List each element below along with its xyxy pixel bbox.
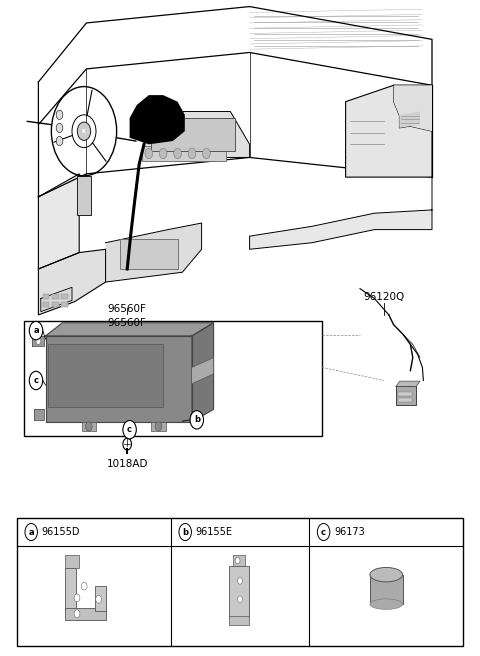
Circle shape xyxy=(25,523,37,541)
Text: 96155E: 96155E xyxy=(196,527,233,537)
Circle shape xyxy=(77,122,91,140)
FancyBboxPatch shape xyxy=(151,118,235,151)
Text: K: K xyxy=(82,129,86,134)
Circle shape xyxy=(203,148,210,159)
Circle shape xyxy=(81,583,87,590)
FancyBboxPatch shape xyxy=(52,294,59,299)
Text: c: c xyxy=(127,425,132,434)
Polygon shape xyxy=(41,287,72,312)
Circle shape xyxy=(29,321,43,340)
FancyBboxPatch shape xyxy=(229,617,249,626)
Circle shape xyxy=(238,577,242,584)
Circle shape xyxy=(145,148,153,159)
Circle shape xyxy=(123,420,136,439)
Text: c: c xyxy=(321,527,326,537)
FancyBboxPatch shape xyxy=(52,302,59,307)
Circle shape xyxy=(85,422,92,431)
Text: 96560F: 96560F xyxy=(108,318,146,328)
FancyBboxPatch shape xyxy=(95,586,106,611)
FancyBboxPatch shape xyxy=(396,386,416,405)
FancyBboxPatch shape xyxy=(229,566,249,618)
Polygon shape xyxy=(250,177,432,249)
Polygon shape xyxy=(130,95,185,144)
FancyBboxPatch shape xyxy=(398,392,412,396)
FancyBboxPatch shape xyxy=(77,176,91,215)
Circle shape xyxy=(188,148,196,159)
Circle shape xyxy=(56,123,63,133)
Circle shape xyxy=(159,148,167,159)
FancyBboxPatch shape xyxy=(43,294,49,299)
FancyBboxPatch shape xyxy=(48,344,163,407)
Polygon shape xyxy=(46,336,192,422)
Circle shape xyxy=(317,523,330,541)
Text: 96120Q: 96120Q xyxy=(363,293,405,302)
Ellipse shape xyxy=(370,599,403,609)
Polygon shape xyxy=(32,336,44,346)
Text: b: b xyxy=(194,415,200,424)
Circle shape xyxy=(74,610,80,618)
Text: 1018AD: 1018AD xyxy=(107,459,148,469)
FancyBboxPatch shape xyxy=(61,302,68,307)
FancyBboxPatch shape xyxy=(65,555,79,568)
Polygon shape xyxy=(144,112,250,157)
Polygon shape xyxy=(396,381,420,386)
FancyBboxPatch shape xyxy=(65,568,75,611)
FancyBboxPatch shape xyxy=(17,518,463,646)
FancyBboxPatch shape xyxy=(24,321,322,436)
Circle shape xyxy=(74,594,80,602)
FancyBboxPatch shape xyxy=(61,294,68,299)
Text: 96155D: 96155D xyxy=(42,527,80,537)
FancyBboxPatch shape xyxy=(43,302,49,307)
Polygon shape xyxy=(399,112,420,128)
Polygon shape xyxy=(394,85,432,131)
Circle shape xyxy=(36,338,41,344)
Circle shape xyxy=(56,136,63,146)
FancyBboxPatch shape xyxy=(151,422,166,431)
Circle shape xyxy=(190,411,204,429)
FancyBboxPatch shape xyxy=(398,398,412,402)
FancyBboxPatch shape xyxy=(142,146,226,161)
Polygon shape xyxy=(34,409,44,420)
FancyBboxPatch shape xyxy=(82,422,96,431)
Polygon shape xyxy=(46,323,214,336)
Text: c: c xyxy=(34,376,38,385)
FancyBboxPatch shape xyxy=(120,239,178,269)
Circle shape xyxy=(238,596,242,602)
Polygon shape xyxy=(38,249,106,315)
FancyBboxPatch shape xyxy=(233,555,245,566)
Circle shape xyxy=(155,422,162,431)
Polygon shape xyxy=(192,358,214,384)
Text: a: a xyxy=(28,527,34,537)
Text: 96560F: 96560F xyxy=(108,304,146,314)
Circle shape xyxy=(56,110,63,119)
Circle shape xyxy=(174,148,181,159)
Circle shape xyxy=(179,523,192,541)
Polygon shape xyxy=(106,223,202,282)
Text: 96173: 96173 xyxy=(334,527,365,537)
FancyBboxPatch shape xyxy=(370,575,403,604)
Circle shape xyxy=(29,371,43,390)
Ellipse shape xyxy=(370,567,403,582)
Polygon shape xyxy=(346,85,432,177)
Circle shape xyxy=(235,557,240,564)
Text: a: a xyxy=(33,326,39,335)
Text: b: b xyxy=(182,527,188,537)
Polygon shape xyxy=(38,174,79,269)
FancyBboxPatch shape xyxy=(65,609,106,621)
Polygon shape xyxy=(192,323,214,422)
Circle shape xyxy=(96,596,101,604)
